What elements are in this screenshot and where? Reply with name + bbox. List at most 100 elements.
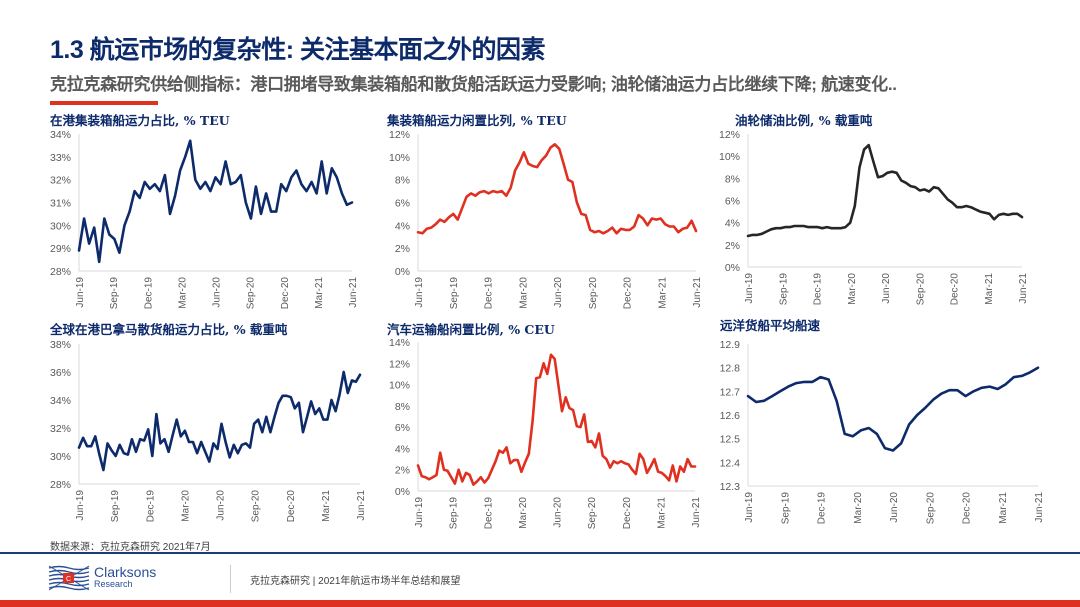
x-tick-label: Mar-21 <box>321 490 332 522</box>
series-line <box>416 353 697 486</box>
y-tick-label: 12.6 <box>720 410 741 422</box>
x-tick-label: Sep-19 <box>778 273 789 306</box>
y-tick-label: 2% <box>395 243 410 255</box>
series-line <box>77 139 354 264</box>
x-tick-label: Dec-20 <box>623 277 634 310</box>
y-tick-label: 36% <box>50 367 71 379</box>
y-tick-label: 4% <box>395 220 410 232</box>
brand-name: Clarksons Research <box>94 564 157 589</box>
clarksons-logo-icon: C <box>48 565 90 591</box>
y-tick-label: 38% <box>50 339 71 351</box>
x-tick-label: Dec-20 <box>962 492 973 525</box>
footer-separator <box>230 565 231 593</box>
footer-divider <box>0 552 1080 554</box>
y-tick-label: 34% <box>50 129 71 141</box>
y-tick-label: 30% <box>50 451 71 463</box>
x-tick-label: Mar-21 <box>984 273 995 305</box>
chart-avg-speed: 12.3 12.4 12.5 12.6 12.7 12.8 12.9 Jun-19 Sep-19… <box>720 339 1045 525</box>
x-tick-label: Mar-20 <box>847 273 858 305</box>
y-tick-label: 10% <box>719 151 740 163</box>
y-tick-label: 12.5 <box>720 434 741 446</box>
x-tick-label: Mar-20 <box>177 277 188 309</box>
x-tick-label: Mar-20 <box>180 490 191 522</box>
y-tick-label: 10% <box>389 380 410 392</box>
x-tick-label: Sep-19 <box>449 277 460 310</box>
y-tick-label: 28% <box>50 266 71 278</box>
x-tick-label: Dec-20 <box>950 273 961 306</box>
x-tick-label: Mar-20 <box>518 277 529 309</box>
y-tick-label: 30% <box>50 220 71 232</box>
y-tick-label: 0% <box>395 486 410 498</box>
x-tick-label: Mar-20 <box>853 492 864 524</box>
series-line <box>746 366 1040 452</box>
x-tick-label: Jun-21 <box>1018 273 1029 304</box>
x-tick-label: Dec-19 <box>817 492 828 525</box>
chart-panamax-in-port: 28% 30% 32% 34% 36% 38% Jun-19 Sep-19 Dec-19 Mar-… <box>50 339 367 523</box>
x-tick-label: Jun-19 <box>75 490 86 521</box>
x-tick-label: Sep-19 <box>449 497 460 530</box>
chart-container-idle: 0% 2% 4% 6% 8% 10% 12% Jun-19 Sep-19 Dec-19 Mar-20… <box>389 129 703 310</box>
chart-car-carrier-idle: 0% 2% 4% 6% 8% 10% 12% 14% Jun-19 Sep-19 Dec-19 Mar… <box>389 337 702 530</box>
y-tick-label: 4% <box>725 218 740 230</box>
chart-title-panamax-in-port: 全球在港巴拿马散货船运力占比, % 载重吨 <box>50 322 288 337</box>
x-tick-label: Dec-19 <box>145 490 156 523</box>
y-tick-label: 12.7 <box>720 386 741 398</box>
series-line <box>746 143 1024 238</box>
data-source: 数据来源：克拉克森研究 2021年7月 <box>50 542 211 553</box>
series-line <box>77 370 362 472</box>
y-tick-label: 12.8 <box>720 363 741 375</box>
y-tick-label: 0% <box>725 262 740 274</box>
y-tick-label: 12.9 <box>720 339 741 351</box>
x-tick-label: Dec-19 <box>143 277 154 310</box>
x-tick-label: Jun-21 <box>692 277 703 308</box>
bottom-accent-bar <box>0 600 1080 607</box>
y-tick-label: 6% <box>395 422 410 434</box>
x-tick-label: Jun-21 <box>691 497 702 528</box>
y-tick-label: 2% <box>725 240 740 252</box>
x-tick-label: Dec-20 <box>622 497 633 530</box>
x-tick-label: Mar-21 <box>656 497 667 529</box>
y-tick-label: 12.3 <box>720 481 741 493</box>
x-tick-label: Jun-21 <box>348 277 359 308</box>
x-tick-label: Jun-20 <box>216 490 227 521</box>
chart-tanker-storage: 0% 2% 4% 6% 8% 10% 12% Jun-19 Sep-19 Dec-19 Mar-20… <box>719 129 1029 306</box>
y-tick-label: 6% <box>725 196 740 208</box>
page-subtitle: 克拉克森研究供给侧指标：港口拥堵导致集装箱船和散货船活跃运力受影响; 油轮储油运… <box>50 75 897 94</box>
x-tick-label: Jun-20 <box>553 497 564 528</box>
page-title: 1.3 航运市场的复杂性: 关注基本面之外的因素 <box>50 36 545 64</box>
x-tick-label: Dec-20 <box>280 277 291 310</box>
x-tick-label: Sep-20 <box>588 277 599 310</box>
x-tick-label: Jun-21 <box>356 490 367 521</box>
x-tick-label: Dec-19 <box>484 277 495 310</box>
y-tick-label: 8% <box>395 401 410 413</box>
y-tick-label: 34% <box>50 395 71 407</box>
y-tick-label: 31% <box>50 198 71 210</box>
x-tick-label: Jun-19 <box>414 277 425 308</box>
x-tick-label: Jun-20 <box>889 492 900 523</box>
svg-text:C: C <box>66 576 71 583</box>
y-tick-label: 8% <box>725 173 740 185</box>
x-tick-label: Sep-20 <box>246 277 257 310</box>
chart-container-in-port: 28% 29% 30% 31% 32% 33% 34% Jun-19 Sep-19 Dec-19 M… <box>50 129 359 310</box>
x-tick-label: Jun-21 <box>1034 492 1045 523</box>
y-tick-label: 8% <box>395 175 410 187</box>
x-tick-label: Mar-21 <box>314 277 325 309</box>
chart-title-tanker-storage: 油轮储油比例, % 载重吨 <box>735 113 873 128</box>
y-tick-label: 12% <box>719 129 740 141</box>
y-tick-label: 28% <box>50 479 71 491</box>
y-tick-label: 10% <box>389 152 410 164</box>
x-tick-label: Jun-19 <box>414 497 425 528</box>
y-tick-label: 33% <box>50 152 71 164</box>
x-tick-label: Jun-20 <box>553 277 564 308</box>
x-tick-label: Sep-19 <box>110 490 121 523</box>
x-tick-label: Dec-19 <box>483 497 494 530</box>
x-tick-label: Sep-20 <box>925 492 936 525</box>
series-line <box>416 142 698 235</box>
x-tick-label: Jun-20 <box>881 273 892 304</box>
x-tick-label: Jun-20 <box>212 277 223 308</box>
y-tick-label: 4% <box>395 443 410 455</box>
x-tick-label: Mar-20 <box>518 497 529 529</box>
x-tick-label: Jun-19 <box>744 273 755 304</box>
chart-title-container-in-port: 在港集装箱船运力占比, % TEU <box>50 113 230 128</box>
y-tick-label: 0% <box>395 266 410 278</box>
